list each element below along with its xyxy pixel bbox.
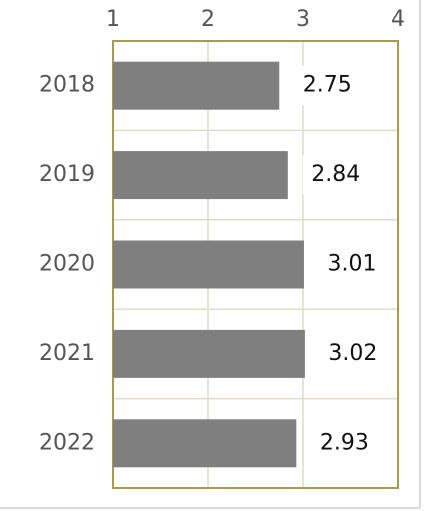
x-tick-label: 4 <box>391 7 405 32</box>
value-label-box <box>319 333 386 374</box>
bar <box>113 151 288 200</box>
x-tick-label: 3 <box>296 7 310 32</box>
value-label: 2.93 <box>320 430 369 455</box>
y-tick-label: 2021 <box>39 341 95 366</box>
bar <box>113 419 297 468</box>
y-tick-label: 2022 <box>39 430 95 455</box>
value-label-box <box>318 244 385 285</box>
value-label: 3.01 <box>327 252 376 277</box>
value-label-box <box>294 65 361 106</box>
value-label: 2.84 <box>311 162 360 187</box>
value-label-box <box>302 155 369 196</box>
y-tick-label: 2019 <box>39 162 95 187</box>
y-tick-label: 2020 <box>39 252 95 277</box>
x-tick-label: 1 <box>106 7 120 32</box>
value-label: 2.75 <box>303 73 352 98</box>
value-label-box <box>311 423 378 464</box>
x-tick-label: 2 <box>201 7 215 32</box>
bar <box>113 329 305 378</box>
value-label: 3.02 <box>328 341 377 366</box>
bar <box>113 61 280 110</box>
bar <box>113 240 304 289</box>
y-tick-label: 2018 <box>39 73 95 98</box>
